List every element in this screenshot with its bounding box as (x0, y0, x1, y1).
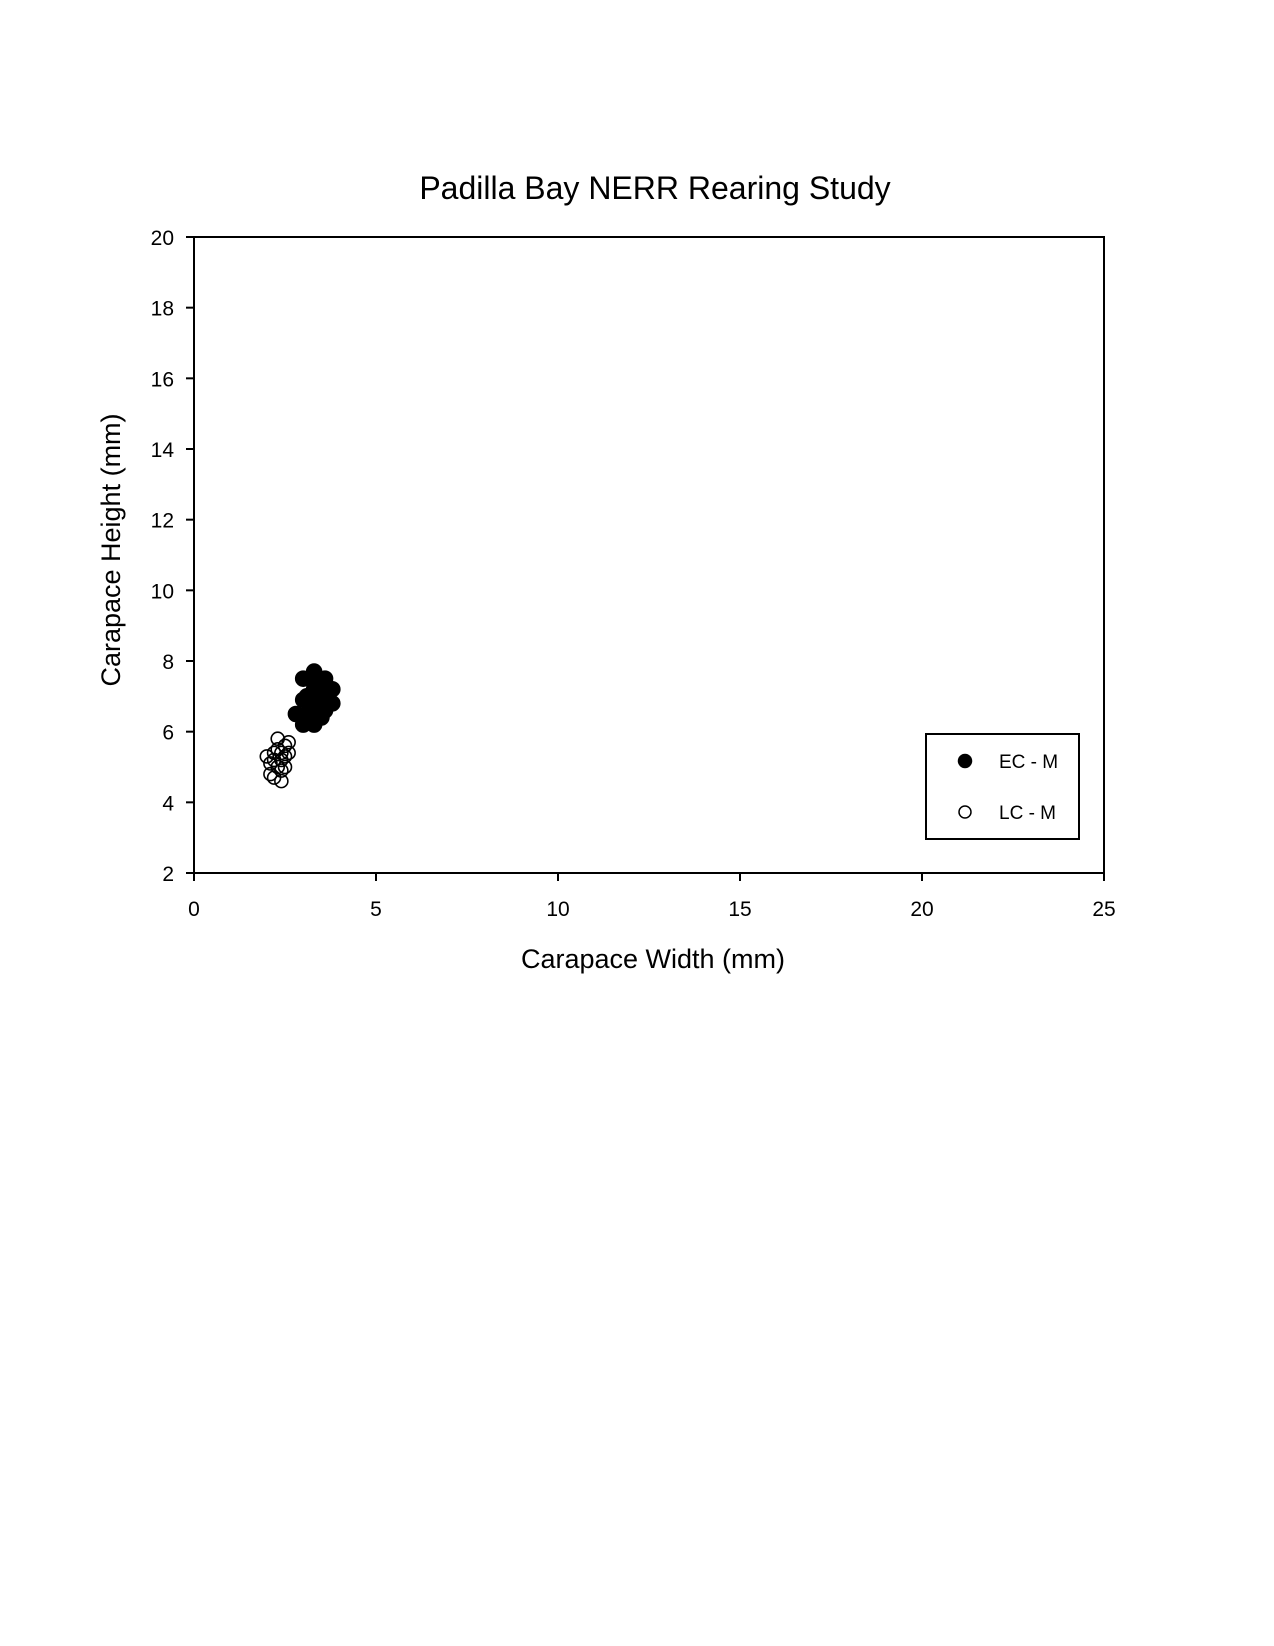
data-point-lc-m (274, 773, 289, 789)
data-point-ec-m (309, 709, 327, 726)
y-tick-label: 14 (151, 439, 175, 462)
data-point-lc-m (277, 749, 293, 764)
y-tick-label: 20 (151, 227, 174, 250)
data-point-lc-m (281, 745, 296, 761)
legend-marker-ec-m (957, 753, 973, 769)
y-tick-label: 18 (151, 298, 174, 321)
data-point-ec-m (324, 680, 341, 698)
y-axis: 2 4 6 8 10 12 14 16 18 20 (151, 227, 194, 886)
legend-marker-lc-m (958, 805, 972, 819)
chart-title: Padilla Bay NERR Rearing Study (419, 170, 890, 206)
x-tick-label: 0 (188, 898, 200, 921)
legend-label-lc-m: LC - M (999, 803, 1056, 824)
y-tick-label: 16 (151, 368, 174, 391)
x-tick-label: 5 (370, 898, 382, 921)
x-tick-label: 15 (728, 898, 751, 921)
data-point-lc-m (277, 759, 293, 775)
data-point-lc-m (259, 749, 275, 764)
data-point-lc-m (263, 756, 278, 771)
data-point-lc-m (274, 763, 289, 778)
x-axis: 0 5 10 15 20 25 (188, 873, 1116, 921)
y-tick-label: 4 (162, 792, 174, 815)
data-point-lc-m (277, 738, 293, 754)
legend: EC - M LC - M (925, 733, 1080, 840)
y-axis-label: Carapace Height (mm) (96, 413, 126, 686)
x-tick-label: 25 (1092, 898, 1115, 921)
y-tick-label: 2 (162, 863, 174, 886)
x-tick-label: 10 (546, 898, 569, 921)
y-tick-label: 10 (151, 580, 174, 603)
data-point-ec-m (324, 695, 341, 712)
x-axis-label: Carapace Width (mm) (521, 944, 785, 974)
data-point-ec-m (294, 691, 312, 709)
y-tick-label: 6 (162, 722, 174, 745)
plot-area-frame (193, 236, 1105, 874)
y-tick-label: 12 (151, 510, 174, 533)
y-tick-label: 8 (162, 651, 174, 674)
data-point-lc-m (274, 745, 289, 761)
x-tick-label: 20 (910, 898, 933, 921)
legend-box (925, 733, 1080, 840)
data-point-lc-m (270, 759, 286, 775)
legend-label-ec-m: EC - M (999, 752, 1058, 773)
data-points (259, 663, 341, 789)
data-point-lc-m (281, 734, 296, 750)
